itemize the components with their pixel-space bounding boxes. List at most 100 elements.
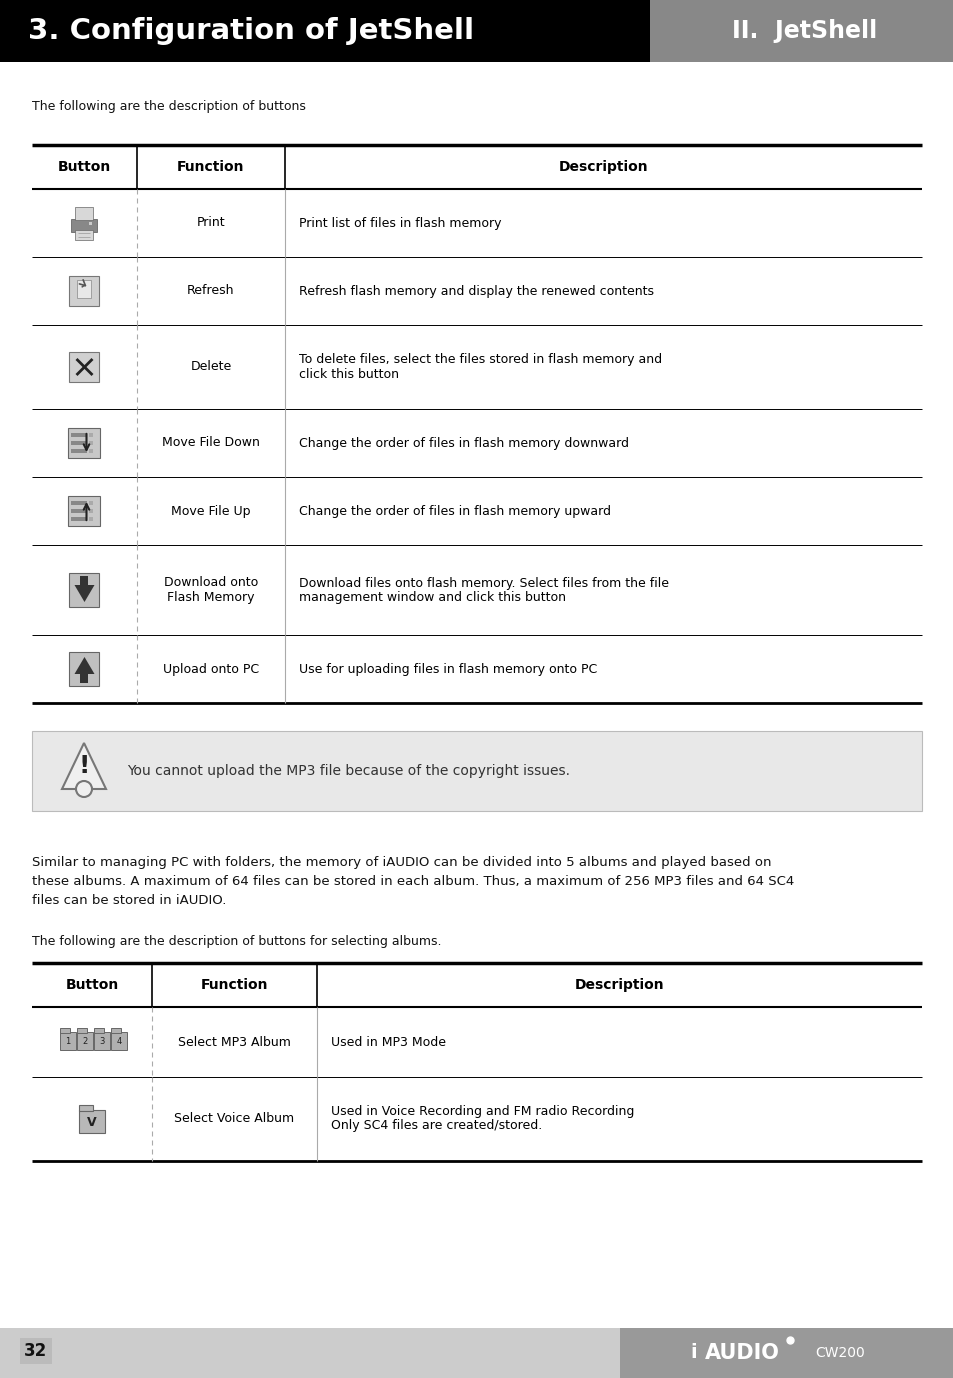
Bar [90,441,93,445]
Text: Download files onto flash memory. Select files from the file: Download files onto flash memory. Select… [298,576,668,590]
Bar [32,546,921,635]
Bar [94,1028,104,1034]
Text: Only SC4 files are created/stored.: Only SC4 files are created/stored. [331,1119,541,1133]
Text: You cannot upload the MP3 file because of the copyright issues.: You cannot upload the MP3 file because o… [127,763,569,779]
Text: Flash Memory: Flash Memory [167,591,254,604]
Text: The following are the description of buttons for selecting albums.: The following are the description of but… [32,936,441,948]
Text: Use for uploading files in flash memory onto PC: Use for uploading files in flash memory … [298,663,597,675]
Bar [90,508,93,513]
Bar [80,576,89,588]
Bar [77,280,91,298]
Bar [111,1028,120,1034]
Bar [60,1032,76,1050]
Bar [80,671,89,683]
Bar [70,351,99,382]
Bar [32,477,921,546]
Text: click this button: click this button [298,368,398,380]
Bar [70,276,99,306]
Bar [79,1105,93,1111]
Bar [0,0,649,62]
Polygon shape [74,586,94,602]
Bar [69,429,100,457]
Bar [77,1032,92,1050]
Text: Description: Description [574,978,663,992]
Text: these albums. A maximum of 64 files can be stored in each album. Thus, a maximum: these albums. A maximum of 64 files can … [32,875,794,887]
Bar [71,508,88,513]
Bar [71,449,88,453]
Text: Button: Button [58,160,111,174]
Bar [71,517,88,521]
Text: Change the order of files in flash memory upward: Change the order of files in flash memor… [298,504,610,518]
Text: Upload onto PC: Upload onto PC [163,663,259,675]
Bar [71,441,88,445]
Text: 3: 3 [99,1036,105,1046]
Text: Delete: Delete [191,361,232,373]
Bar [0,1328,619,1378]
Text: Download onto: Download onto [164,576,258,590]
Bar [77,1028,87,1034]
Circle shape [76,781,91,796]
Bar [32,635,921,703]
Text: II.  JetShell: II. JetShell [732,19,877,43]
Text: 2: 2 [82,1036,88,1046]
Text: !: ! [78,754,90,779]
Text: Move File Down: Move File Down [162,437,259,449]
Bar [32,325,921,409]
Bar [75,230,93,240]
Text: Function: Function [200,978,268,992]
Text: 4: 4 [116,1036,121,1046]
Bar [90,449,93,453]
Bar [619,1328,953,1378]
Text: V: V [87,1116,96,1130]
Bar [60,1028,70,1034]
Bar [32,1078,921,1162]
Text: Similar to managing PC with folders, the memory of iAUDIO can be divided into 5 : Similar to managing PC with folders, the… [32,856,771,870]
Text: Select Voice Album: Select Voice Album [174,1112,294,1126]
Text: Button: Button [66,978,118,992]
Text: management window and click this button: management window and click this button [298,591,565,604]
Text: Function: Function [177,160,245,174]
Text: Print: Print [196,216,225,230]
Bar [70,652,99,686]
Bar [32,1007,921,1078]
Text: i: i [689,1344,696,1363]
Text: Description: Description [558,160,648,174]
Text: 32: 32 [25,1342,48,1360]
Text: Used in MP3 Mode: Used in MP3 Mode [331,1035,446,1049]
Bar [649,0,953,62]
Bar [79,1111,105,1133]
Bar [90,517,93,521]
Text: Change the order of files in flash memory downward: Change the order of files in flash memor… [298,437,628,449]
Text: CW200: CW200 [814,1346,863,1360]
Text: The following are the description of buttons: The following are the description of but… [32,101,306,113]
Text: Refresh: Refresh [187,284,234,298]
Bar [94,1032,110,1050]
Bar [32,189,921,258]
Text: Print list of files in flash memory: Print list of files in flash memory [298,216,501,230]
Bar [90,222,92,225]
Bar [32,258,921,325]
Text: files can be stored in iAUDIO.: files can be stored in iAUDIO. [32,894,226,907]
Bar [71,502,88,504]
Bar [71,433,88,437]
Text: Move File Up: Move File Up [172,504,251,518]
Polygon shape [74,657,94,674]
Bar [71,219,97,232]
Text: Select MP3 Album: Select MP3 Album [178,1035,291,1049]
Bar [32,730,921,812]
Bar [69,496,100,526]
Text: 1: 1 [66,1036,71,1046]
Bar [90,433,93,437]
Bar [75,207,93,220]
Text: Used in Voice Recording and FM radio Recording: Used in Voice Recording and FM radio Rec… [331,1105,634,1119]
Text: AUDIO: AUDIO [704,1344,779,1363]
Bar [32,409,921,477]
Bar [90,502,93,504]
Bar [20,1338,52,1364]
Bar [70,573,99,606]
Bar [111,1032,127,1050]
Text: 3. Configuration of JetShell: 3. Configuration of JetShell [28,17,474,45]
Polygon shape [62,743,106,790]
Text: To delete files, select the files stored in flash memory and: To delete files, select the files stored… [298,354,661,367]
Text: Refresh flash memory and display the renewed contents: Refresh flash memory and display the ren… [298,284,654,298]
